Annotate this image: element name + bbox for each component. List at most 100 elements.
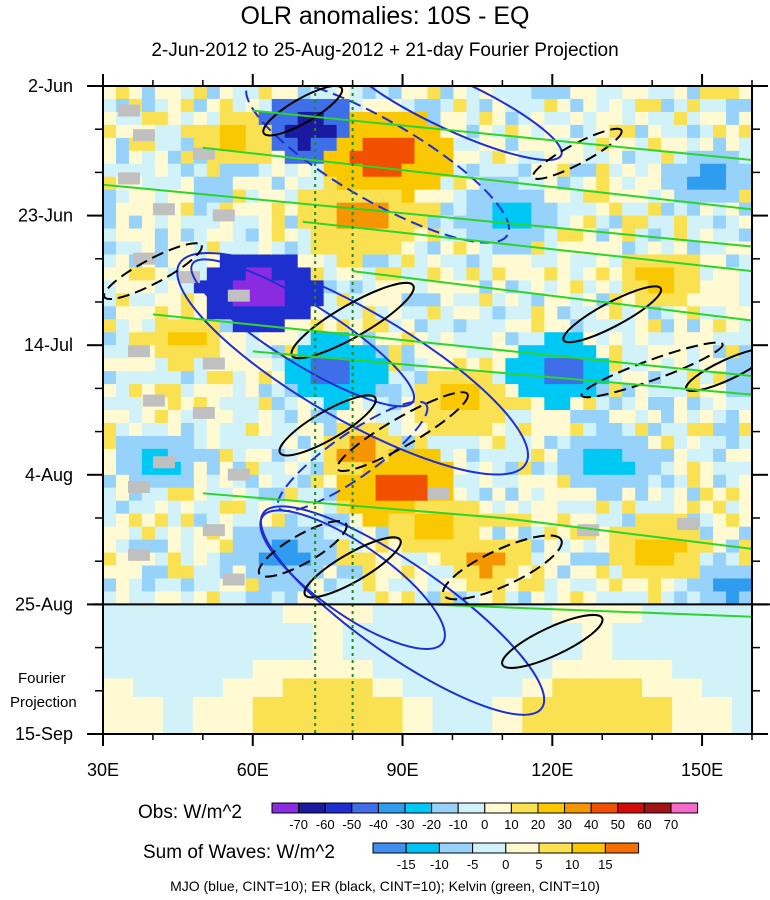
projection-cell <box>132 604 164 624</box>
obs-cell <box>492 319 507 334</box>
obs-cell <box>661 293 676 308</box>
obs-cell <box>674 332 689 347</box>
obs-cell <box>648 552 663 567</box>
obs-cell <box>635 539 650 554</box>
obs-cell <box>141 150 156 165</box>
obs-cell <box>103 565 117 580</box>
obs-cell <box>154 552 169 567</box>
obs-cell <box>141 215 156 230</box>
obs-cell <box>453 487 468 502</box>
obs-cell <box>103 228 117 243</box>
obs-cell <box>284 189 299 204</box>
obs-cell <box>622 474 637 489</box>
obs-cell <box>752 578 766 592</box>
obs-cell <box>479 565 494 580</box>
obs-cell <box>570 539 585 554</box>
obs-cell <box>154 111 169 126</box>
obs-cell <box>570 267 585 282</box>
obs-cell <box>232 124 247 139</box>
obs-cell <box>401 306 416 321</box>
obs-cell <box>557 111 572 126</box>
obs-cell <box>739 228 752 243</box>
obs-cell <box>271 319 286 334</box>
obs-cell <box>596 474 611 489</box>
obs-cell <box>648 332 663 347</box>
waves-colorbar-swatch <box>505 842 540 854</box>
obs-cell <box>232 371 247 386</box>
obs-cell <box>401 526 416 541</box>
obs-cell <box>453 526 468 541</box>
obs-cell <box>479 267 494 282</box>
obs-cell <box>726 176 741 191</box>
obs-cell <box>362 319 377 334</box>
obs-cell <box>583 487 598 502</box>
obs-cell <box>232 137 247 152</box>
obs-cell <box>557 448 572 463</box>
projection-cell <box>103 659 134 680</box>
obs-cell <box>103 422 117 437</box>
obs-cell <box>141 293 156 308</box>
obs-cell <box>103 215 117 230</box>
obs-cell <box>622 267 637 282</box>
obs-cell <box>570 448 585 463</box>
obs-colorbar-label: 10 <box>504 817 518 832</box>
obs-cell <box>661 228 676 243</box>
obs-cell <box>362 293 377 308</box>
obs-cell <box>258 228 273 243</box>
obs-cell <box>453 98 468 113</box>
obs-cell <box>232 422 247 437</box>
x-tick-label: 60E <box>237 760 269 780</box>
obs-cell <box>103 384 117 399</box>
projection-cell <box>222 641 254 661</box>
projection-cell <box>132 715 164 734</box>
kelvin-contour <box>202 492 503 519</box>
obs-cell <box>167 539 182 554</box>
obs-cell <box>648 461 663 476</box>
obs-cell <box>245 500 260 515</box>
obs-cell <box>583 345 598 360</box>
obs-cell <box>492 513 507 528</box>
obs-cell <box>271 332 286 347</box>
obs-cell <box>661 137 676 152</box>
obs-cell <box>453 306 468 321</box>
obs-cell <box>271 86 286 100</box>
obs-cell <box>115 319 130 334</box>
obs-cell <box>349 241 364 256</box>
obs-cell <box>323 474 338 489</box>
obs-cell <box>635 500 650 515</box>
obs-cell <box>414 163 429 178</box>
obs-cell <box>661 111 676 126</box>
missing-cell <box>132 129 155 142</box>
obs-cell <box>700 578 715 593</box>
obs-cell <box>245 124 260 139</box>
waves-colorbar-label: -5 <box>467 857 479 872</box>
obs-cell <box>687 526 702 541</box>
obs-colorbar-label: 20 <box>531 817 545 832</box>
obs-cell <box>609 306 624 321</box>
obs-cell <box>284 332 299 347</box>
obs-cell <box>674 345 689 360</box>
obs-cell <box>752 527 766 541</box>
obs-cell <box>440 137 455 152</box>
obs-cell <box>440 176 455 191</box>
obs-cell <box>154 332 169 347</box>
obs-cell <box>661 189 676 204</box>
obs-cell <box>700 86 715 100</box>
obs-cell <box>453 202 468 217</box>
obs-cell <box>687 410 702 424</box>
obs-cell <box>648 539 663 554</box>
obs-cell <box>570 500 585 515</box>
obs-cell <box>583 176 598 191</box>
obs-cell <box>180 410 195 424</box>
obs-cell <box>180 422 195 437</box>
obs-cell <box>206 474 221 489</box>
obs-cell <box>206 176 221 191</box>
obs-cell <box>128 435 143 450</box>
obs-cell <box>674 280 689 295</box>
obs-cell <box>492 124 507 139</box>
obs-cell <box>531 176 546 191</box>
projection-cell <box>552 659 584 680</box>
obs-cell <box>570 487 585 502</box>
obs-cell <box>375 241 390 256</box>
obs-cell <box>492 254 507 269</box>
